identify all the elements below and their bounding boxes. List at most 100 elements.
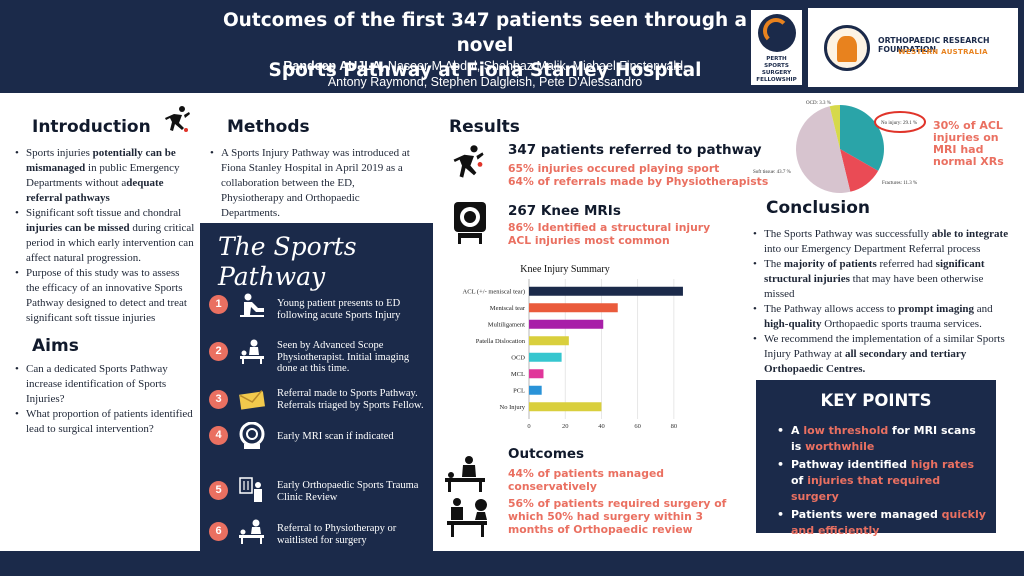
structural-injury-stat: 86% Identified a structural injury <box>508 221 711 234</box>
pie-slice-soft-tissue <box>796 106 851 193</box>
list-item: What proportion of patients identified l… <box>15 407 195 437</box>
chart-category-label: Multiligament <box>488 322 525 329</box>
pie-slice-fractures <box>840 149 879 192</box>
patients-referred-heading: 347 patients referred to pathway <box>508 142 762 158</box>
introduction-list: Sports injuries potentially can be misma… <box>15 146 195 326</box>
knee-injury-bar-chart: Knee Injury Summary ACL (+/- meniscal te… <box>463 264 683 428</box>
pie-slice-ocd <box>829 105 840 149</box>
results-heading: Results <box>449 117 520 137</box>
step-text: Referral made to Sports Pathway. Referra… <box>277 388 424 411</box>
highlight-circle <box>874 111 926 133</box>
step-number: 2 <box>209 342 228 361</box>
step-text: Young patient presents to ED following a… <box>277 298 401 321</box>
mri-scanner-icon <box>239 422 265 449</box>
list-item: The Pathway allows access to prompt imag… <box>753 302 1015 332</box>
knee-mri-heading: 267 Knee MRIs <box>508 203 621 219</box>
injury-distribution-pie-chart: OCD: 3.3 % Soft tissue: 43.7 % Fractures… <box>753 101 926 193</box>
chart-bar <box>529 303 618 313</box>
pie-slice-no-injury <box>840 105 884 171</box>
mri-scanner-icon <box>454 202 486 244</box>
list-item: Significant soft tissue and chondral inj… <box>15 206 195 266</box>
perth-logo-text: PERTH SPORTS SURGERY FELLOWSHIP <box>756 56 797 83</box>
chart-category-label: MCL <box>511 371 525 378</box>
lead-author: Randeep AUJLA, <box>283 59 385 73</box>
title-line-1: Outcomes of the first 347 patients seen … <box>222 10 748 56</box>
co-authors: Naseer M Abdul, Shahbaz Malik, Michael F… <box>384 59 687 73</box>
list-item: The Sports Pathway was successfully able… <box>753 227 1015 257</box>
chart-category-label: PCL <box>513 388 525 395</box>
aims-heading: Aims <box>32 336 79 356</box>
conclusion-heading: Conclusion <box>766 198 870 218</box>
conservative-management-stat: 44% of patients managed conservatively <box>508 467 664 493</box>
acl-most-common-stat: ACL injuries most common <box>508 234 670 247</box>
chart-title: Knee Injury Summary <box>520 264 609 275</box>
key-points-heading: KEY POINTS <box>820 391 932 410</box>
list-item: Sports injuries potentially can be misma… <box>15 146 195 206</box>
key-points-list: A low threshold for MRI scans is worthwh… <box>777 423 987 541</box>
orf-logo-name: ORTHOPAEDIC RESEARCH FOUNDATION <box>878 36 990 54</box>
step-text: Referral to Physiotherapy or waitlisted … <box>277 523 397 546</box>
chart-x-tick-label: 60 <box>634 423 641 428</box>
pie-label-ocd: OCD: 3.3 % <box>806 101 831 106</box>
step-number: 3 <box>209 390 228 409</box>
xray-review-icon <box>239 477 262 502</box>
list-item: A low threshold for MRI scans is worthwh… <box>777 423 987 455</box>
chart-bar <box>529 336 569 346</box>
chart-bar <box>529 369 544 379</box>
chart-x-tick-label: 20 <box>562 423 569 428</box>
surgery-icon <box>447 498 487 537</box>
physio-referral-stat: 64% of referrals made by Physiotherapist… <box>508 175 769 188</box>
orf-logo-subtitle: WESTERN AUSTRALIA <box>898 48 988 56</box>
list-item: We recommend the implementation of a sim… <box>753 332 1015 377</box>
physio-examination-icon <box>240 339 264 364</box>
title-line-2: Sports Pathway at Fiona Stanley Hospital <box>268 60 702 81</box>
footer-bar <box>0 551 1024 576</box>
conclusion-list: The Sports Pathway was successfully able… <box>753 227 1015 377</box>
pie-label-fractures: Fractures: 11.3 % <box>882 181 917 186</box>
chart-bar <box>529 319 604 329</box>
pie-label-no-injury: No injury: 29.1 % <box>881 121 917 126</box>
sports-pathway-panel <box>200 223 433 576</box>
step-text: Early MRI scan if indicated <box>277 431 394 442</box>
step-number: 5 <box>209 481 228 500</box>
acl-xray-callout: 30% of ACL injuries on MRI had normal XR… <box>933 119 1004 168</box>
sports-pathway-title: The Sports Pathway <box>218 232 357 291</box>
physio-referral-icon <box>239 519 264 544</box>
step-text: Seen by Advanced Scope Physiotherapist. … <box>277 340 410 374</box>
chart-bar <box>529 385 542 395</box>
poster-title: Outcomes of the first 347 patients seen … <box>205 8 765 83</box>
envelope-icon <box>239 390 265 410</box>
methods-heading: Methods <box>227 117 310 137</box>
chart-category-label: Patella Dislocation <box>476 338 526 345</box>
author-list: Randeep AUJLA, Naseer M Abdul, Shahbaz M… <box>235 58 735 90</box>
step-number: 4 <box>209 426 228 445</box>
list-item: Pathway identified high rates of injurie… <box>777 457 987 505</box>
runner-icon <box>165 106 190 132</box>
runner-emblem-icon <box>824 25 870 71</box>
chart-category-label: ACL (+/- meniscal tear) <box>463 289 525 296</box>
step-text: Early Orthopaedic Sports Trauma Clinic R… <box>277 480 419 503</box>
co-authors-line-2: Antony Raymond, Stephen Dalgleish, Pete … <box>327 75 643 89</box>
pie-label-soft-tissue: Soft tissue: 43.7 % <box>753 170 791 175</box>
injured-patient-icon <box>240 293 264 317</box>
physio-treatment-icon <box>445 456 485 492</box>
chart-category-label: Meniscal tear <box>490 305 526 312</box>
orthopaedic-research-foundation-logo: ORTHOPAEDIC RESEARCH FOUNDATION WESTERN … <box>808 8 1018 87</box>
chart-bar <box>529 402 602 412</box>
perth-sports-surgery-logo: PERTH SPORTS SURGERY FELLOWSHIP <box>749 8 804 87</box>
chart-category-label: No Injury <box>500 404 526 411</box>
sport-injury-stat: 65% injuries occured playing sport <box>508 162 720 175</box>
chart-category-label: OCD <box>511 355 525 362</box>
chart-bar <box>529 286 683 296</box>
introduction-heading: Introduction <box>32 117 151 137</box>
chart-x-tick-label: 40 <box>598 423 605 428</box>
list-item: A Sports Injury Pathway was introduced a… <box>210 146 415 221</box>
outcomes-heading: Outcomes <box>508 446 585 462</box>
list-item: Patients were managed quickly and effici… <box>777 507 987 539</box>
methods-list: A Sports Injury Pathway was introduced a… <box>210 146 415 221</box>
list-item: The majority of patients referred had si… <box>753 257 1015 302</box>
runner-icon <box>453 145 484 178</box>
list-item: Purpose of this study was to assess the … <box>15 266 195 326</box>
list-item: Can a dedicated Sports Pathway increase … <box>15 362 195 407</box>
chart-bar <box>529 352 562 362</box>
